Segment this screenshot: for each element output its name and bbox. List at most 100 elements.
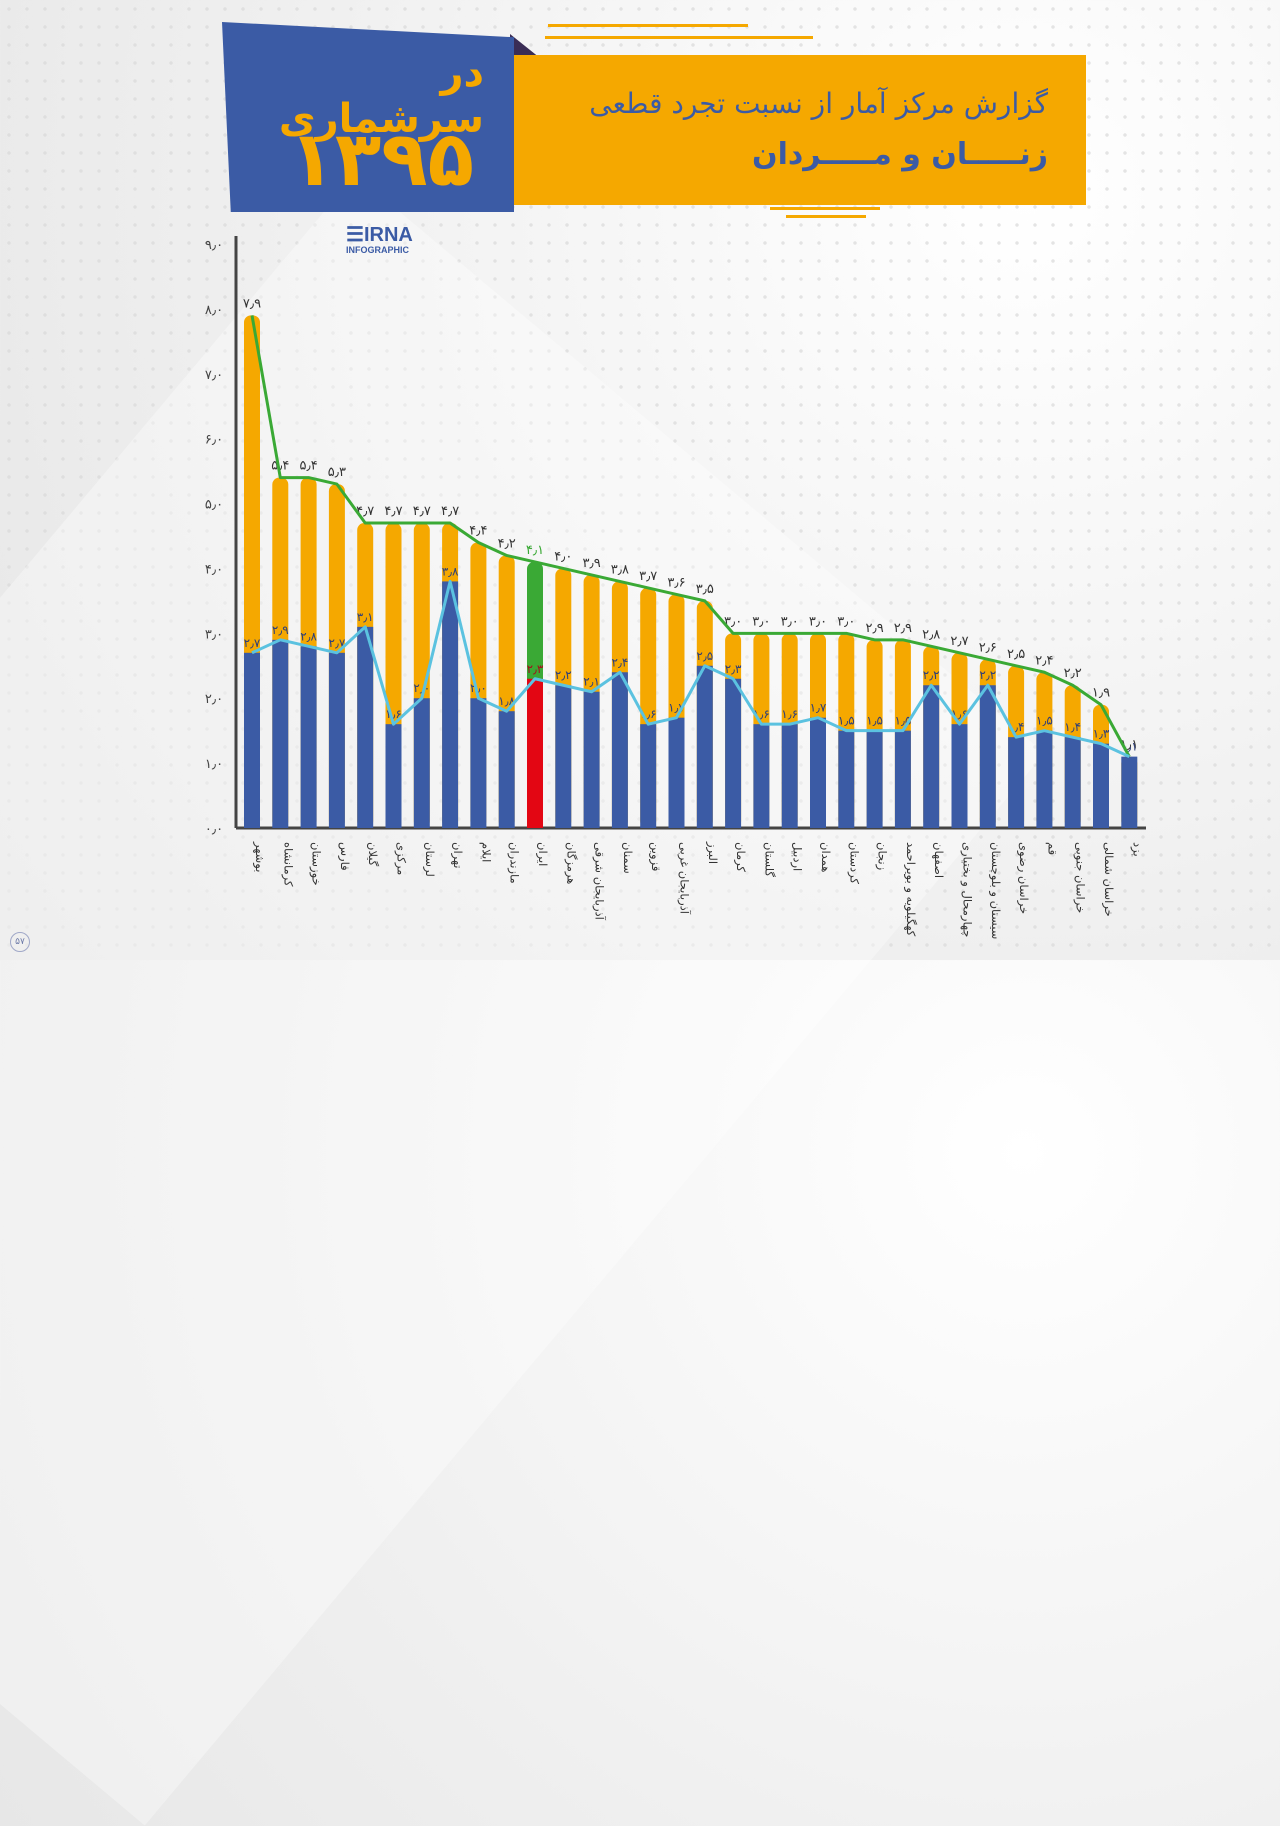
y-tick-label: ۴٫۰ — [205, 562, 223, 577]
badge-text: در سرشماری — [278, 50, 484, 142]
women-bar — [611, 672, 628, 828]
y-tick-label: ۰٫۰ — [205, 822, 223, 837]
women-value-label: ۱٫۷ — [810, 701, 827, 715]
category-label: قزوین — [648, 842, 663, 871]
category-label: گیلان — [366, 842, 380, 867]
page-number: ۵۷ — [10, 932, 30, 952]
category-label: البرز — [705, 841, 720, 864]
women-value-label: ۱٫۵ — [1036, 714, 1053, 728]
men-value-label: ۳٫۵ — [696, 582, 714, 597]
women-bar — [1093, 743, 1109, 828]
category-label: خراسان شمالی — [1101, 842, 1116, 917]
y-tick-label: ۲٫۰ — [205, 692, 223, 707]
men-value-label: ۳٫۰ — [809, 614, 827, 629]
badge-year: ۱۳۹۵ — [288, 114, 474, 203]
women-bar — [385, 724, 402, 828]
category-label: ایلام — [479, 842, 493, 862]
decor-line — [548, 24, 748, 27]
women-value-label: ۲٫۲ — [923, 668, 940, 682]
category-label: آذربایجان غربی — [677, 842, 692, 915]
men-value-label: ۳٫۰ — [752, 614, 770, 629]
women-bar — [527, 678, 543, 828]
women-value-label: ۱٫۶ — [781, 707, 798, 721]
women-bar — [979, 685, 996, 828]
men-value-label: ۳٫۰ — [781, 614, 799, 629]
category-label: گلستان — [762, 842, 776, 877]
women-value-label: ۳٫۱ — [357, 610, 374, 624]
women-bar — [894, 730, 911, 828]
category-label: همدان — [819, 842, 833, 872]
women-value-label: ۲٫۳ — [527, 662, 544, 676]
title-banner: گزارش مرکز آمار از نسبت تجرد قطعی زنــــ… — [508, 55, 1086, 205]
men-value-label: ۷٫۹ — [243, 296, 261, 311]
category-label: خراسان جنوبی — [1073, 842, 1088, 913]
women-value-label: ۲٫۲ — [979, 668, 996, 682]
women-bar — [668, 717, 685, 828]
category-label: سیستان و بلوچستان — [988, 842, 1003, 939]
men-value-label: ۲٫۹ — [894, 621, 912, 636]
women-bar — [244, 652, 260, 828]
women-trend-line — [251, 579, 1130, 758]
women-bar — [866, 730, 883, 828]
women-bar — [725, 678, 742, 828]
men-value-label: ۳٫۹ — [583, 556, 601, 571]
men-value-label: ۴٫۴ — [469, 523, 487, 538]
women-value-label: ۲٫۷ — [244, 636, 261, 650]
women-bar — [413, 698, 430, 828]
category-label: مازندران — [507, 842, 522, 884]
women-bar — [1121, 756, 1138, 828]
decor-line — [770, 207, 880, 210]
men-value-label: ۲٫۷ — [950, 634, 968, 649]
men-value-label: ۳٫۸ — [611, 562, 629, 577]
y-tick-label: ۸٫۰ — [205, 303, 223, 318]
irna-logo: ☰IRNA INFOGRAPHIC — [346, 224, 413, 255]
year-badge: در سرشماری ۱۳۹۵ — [222, 22, 514, 212]
men-value-label: ۳٫۶ — [667, 575, 685, 590]
men-value-label: ۳٫۷ — [639, 569, 657, 584]
category-label: تهران — [450, 842, 465, 869]
women-value-label: ۲٫۹ — [272, 623, 289, 637]
category-label: قم — [1045, 842, 1059, 855]
men-value-label: ۲٫۹ — [866, 621, 884, 636]
women-value-label: ۱٫۵ — [866, 714, 883, 728]
y-tick-label: ۱٫۰ — [205, 757, 223, 772]
women-bar — [583, 691, 600, 828]
y-tick-label: ۶٫۰ — [205, 433, 223, 448]
men-value-label: ۴٫۲ — [498, 536, 516, 551]
men-value-label: ۲٫۴ — [1035, 653, 1053, 668]
category-label: کرمانشاه — [280, 842, 295, 887]
category-label: ایران — [535, 842, 550, 866]
decor-line — [545, 36, 813, 39]
category-label: آذربایجان شرقی — [592, 842, 607, 921]
category-label: یزد — [1129, 842, 1144, 857]
category-label: خراسان رضوی — [1016, 842, 1031, 914]
men-value-label: ۵٫۴ — [300, 459, 318, 474]
women-bar — [470, 698, 487, 828]
men-value-label: ۳٫۰ — [837, 614, 855, 629]
women-bar — [357, 626, 374, 828]
women-bar — [1008, 737, 1025, 828]
women-bar — [1064, 737, 1081, 828]
category-label: لرستان — [422, 842, 437, 877]
women-value-label: ۲٫۵ — [696, 649, 713, 663]
category-label: سمنان — [621, 842, 635, 874]
women-bar — [951, 724, 968, 828]
women-bar — [640, 724, 657, 828]
women-value-label: ۱٫۴ — [1064, 720, 1081, 734]
men-trend-line — [250, 315, 1131, 758]
women-bar — [498, 711, 515, 828]
men-value-label: ۴٫۷ — [441, 504, 459, 519]
category-label: چهارمحال و بختیاری — [960, 842, 975, 937]
women-bar — [696, 665, 713, 828]
y-tick-label: ۵٫۰ — [205, 498, 223, 513]
category-label: بوشهر — [252, 841, 267, 872]
women-value-label: ۲٫۳ — [725, 662, 742, 676]
y-tick-label: ۷٫۰ — [205, 368, 223, 383]
women-bar — [1036, 730, 1053, 828]
men-value-label: ۴٫۰ — [554, 549, 572, 564]
title-line2: زنـــــان و مـــــردان — [751, 137, 1048, 172]
men-value-label: ۵٫۳ — [328, 465, 346, 480]
y-tick-label: ۹٫۰ — [205, 238, 223, 253]
men-value-label: ۲٫۵ — [1007, 647, 1025, 662]
men-value-label: ۴٫۷ — [413, 504, 431, 519]
